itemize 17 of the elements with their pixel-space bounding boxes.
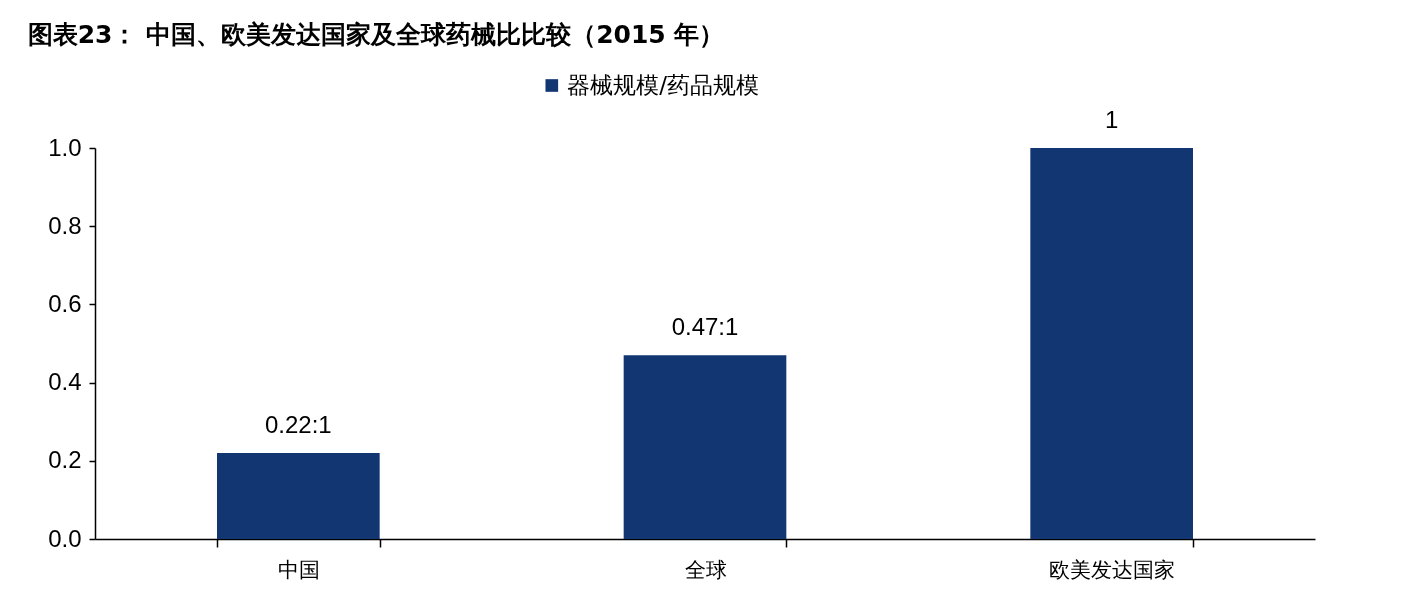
y-tick-label: 1.0 [48, 133, 82, 161]
bar [623, 355, 787, 539]
y-tick-label: 0.6 [48, 289, 82, 317]
y-tick-label: 0.2 [48, 446, 82, 474]
data-label: 1 [1104, 106, 1119, 133]
bar [217, 452, 380, 539]
y-tick-label: 0.0 [48, 524, 82, 552]
chart-title: 图表23： 中国、欧美发达国家及全球药械比比较（2015 年） [27, 20, 725, 49]
y-tick-label: 0.4 [48, 368, 82, 396]
bar [1030, 148, 1193, 539]
data-label: 0.22:1 [264, 410, 332, 438]
x-tick-label: 中国 [277, 557, 320, 582]
y-tick-label: 0.8 [48, 211, 82, 239]
x-tick-label: 欧美发达国家 [1049, 557, 1176, 582]
x-tick-label: 全球 [684, 557, 727, 582]
data-label: 0.47:1 [671, 313, 739, 341]
legend-label: 器械规模/药品规模 [567, 71, 760, 98]
